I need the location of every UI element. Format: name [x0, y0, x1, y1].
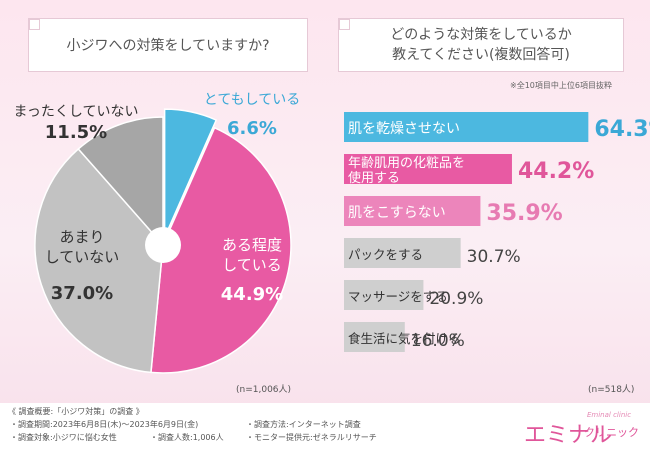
bar-label: 肌を乾燥させない [348, 121, 460, 137]
bar [344, 196, 481, 226]
bar [344, 154, 512, 184]
pie-slice-value: 44.9% [221, 284, 283, 305]
pie-sample-size: (n=1,006人) [236, 385, 292, 395]
pie-slice [150, 126, 292, 374]
pie-slice-label: あまり [59, 228, 104, 246]
bar [344, 238, 461, 268]
bar-label: マッサージをする [348, 289, 448, 304]
question-1-card: 小ジワへの対策をしていますか? [28, 18, 308, 72]
question-2-line-2: 教えてください(複数回答可) [392, 47, 570, 63]
question-2-card: どのような対策をしているか 教えてください(複数回答可) [338, 18, 624, 72]
survey-provider: ・モニター提供元:ゼネラルリサーチ [246, 433, 377, 442]
bar-value: 64.3% [594, 117, 650, 142]
bar [344, 280, 424, 310]
logo-main: エミナル [524, 423, 613, 448]
pie-slice-value: 37.0% [51, 283, 113, 304]
question-2-line-1: どのような対策をしているか [390, 27, 572, 43]
pie-slice-value: 6.6% [227, 118, 277, 139]
pie-slice-label: とてもしている [204, 92, 300, 108]
pie-slice-value: 11.5% [45, 122, 107, 143]
pie-slice [163, 108, 218, 238]
bar [344, 112, 589, 142]
logo-sub: クリニック [584, 426, 639, 439]
survey-count: ・調査人数:1,006人 [150, 433, 224, 442]
bar-value: 44.2% [518, 159, 594, 184]
pie-slice-label: まったくしていない [13, 104, 138, 120]
pie-slice-label: している [222, 256, 282, 274]
survey-footer: 《 調査概要:「小ジワ対策」の調査 》 ・調査期間:2023年6月8日(木)〜2… [0, 403, 650, 450]
pie-slice-label: ある程度 [222, 236, 282, 254]
survey-period: ・調査期間:2023年6月8日(木)〜2023年6月9日(金) [10, 420, 199, 429]
bar-label: 年齢肌用の化粧品を [348, 156, 465, 171]
bar-value: 30.7% [467, 247, 521, 267]
pie-slice [77, 116, 164, 247]
survey-target: ・調査対象:小ジワに悩む女性 [10, 433, 117, 442]
bar [344, 322, 405, 352]
bar-value: 35.9% [486, 201, 562, 226]
question-2-title: どのような対策をしているか 教えてください(複数回答可) [339, 25, 623, 65]
bar-sample-size: (n=518人) [588, 385, 635, 395]
bar-value: 20.9% [429, 289, 483, 309]
survey-method: ・調査方法:インターネット調査 [246, 420, 361, 429]
pie-slice-label: していない [45, 248, 120, 266]
bar-label: 使用する [348, 170, 400, 186]
survey-heading: 《 調査概要:「小ジワ対策」の調査 》 [8, 407, 144, 416]
pie-center-hole [145, 227, 181, 263]
bar-label: 肌をこすらない [348, 205, 446, 221]
bar-label: 食生活に気を付ける [348, 331, 461, 346]
pie-slice [34, 147, 164, 374]
bar-chart-note: ※全10項目中上位6項目抜粋 [510, 81, 612, 90]
logo-english: Eminal clinic [587, 411, 632, 419]
bar-value: 16.0% [411, 331, 465, 351]
question-1-title: 小ジワへの対策をしていますか? [66, 38, 270, 54]
bar-label: パックをする [348, 247, 423, 262]
